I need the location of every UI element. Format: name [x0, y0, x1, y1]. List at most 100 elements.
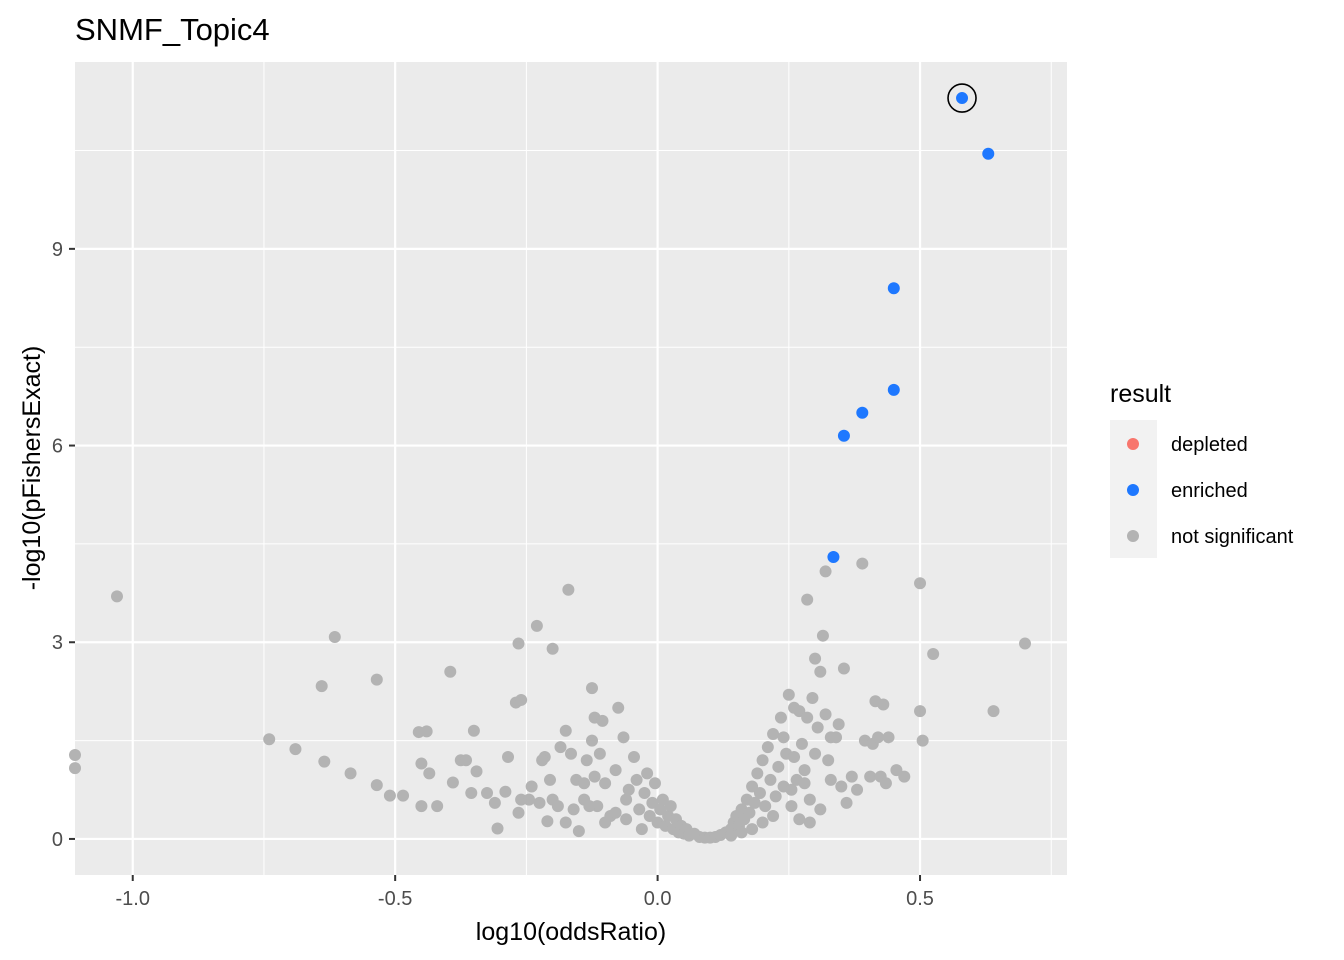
data-point — [803, 793, 816, 806]
data-point — [315, 680, 328, 693]
data-point — [785, 783, 798, 796]
data-point — [746, 823, 759, 836]
data-point — [798, 777, 811, 790]
data-point — [370, 673, 383, 686]
data-point — [620, 813, 633, 826]
data-point — [914, 705, 927, 718]
legend-key — [1127, 438, 1139, 450]
data-point — [565, 747, 577, 760]
data-point — [488, 796, 501, 809]
plot-panel — [75, 62, 1067, 875]
data-point — [536, 754, 549, 767]
data-point — [777, 731, 790, 744]
data-point — [635, 823, 648, 836]
data-point — [748, 796, 761, 809]
data-point — [822, 754, 835, 767]
data-point — [816, 629, 829, 642]
data-point — [470, 765, 483, 778]
data-point — [753, 787, 766, 800]
data-point — [646, 796, 659, 809]
data-point — [788, 750, 801, 763]
data-point — [481, 787, 494, 800]
data-point — [585, 682, 598, 695]
data-point — [898, 770, 911, 783]
data-point — [530, 619, 543, 632]
data-point — [318, 755, 331, 768]
data-point — [877, 698, 890, 711]
data-point — [415, 800, 428, 813]
data-point — [609, 806, 622, 819]
data-point — [769, 790, 782, 803]
data-point — [746, 780, 759, 793]
data-point — [397, 789, 410, 802]
data-point — [502, 750, 515, 763]
data-point — [515, 693, 528, 706]
data-point — [767, 728, 780, 741]
data-point — [756, 816, 769, 829]
data-point — [837, 429, 850, 442]
data-point — [620, 793, 633, 806]
x-tick-label: 0.0 — [644, 888, 672, 910]
data-point — [864, 770, 877, 783]
data-point — [751, 767, 764, 780]
data-point — [627, 750, 640, 763]
data-point — [612, 701, 625, 714]
data-point — [851, 783, 864, 796]
data-point — [544, 773, 557, 786]
data-point — [491, 822, 504, 835]
data-point — [809, 652, 822, 665]
data-point — [832, 718, 845, 731]
data-point — [735, 826, 748, 839]
data-point — [803, 816, 816, 829]
data-point — [835, 780, 848, 793]
data-point — [819, 565, 832, 578]
data-point — [756, 754, 769, 767]
data-point — [446, 776, 459, 789]
data-point — [423, 767, 436, 780]
legend: result depleted enriched not significant — [1110, 380, 1294, 558]
data-point — [578, 777, 591, 790]
legend-title: result — [1110, 380, 1171, 408]
data-point — [383, 789, 396, 802]
data-point — [845, 770, 858, 783]
data-point — [840, 796, 853, 809]
data-point — [824, 773, 837, 786]
data-point — [599, 777, 612, 790]
legend-label: depleted — [1171, 434, 1248, 456]
data-point — [811, 721, 824, 734]
x-tick-label: -1.0 — [116, 888, 150, 910]
data-point — [562, 583, 575, 596]
data-point — [609, 764, 622, 777]
data-point — [444, 665, 457, 678]
x-tick-label: -0.5 — [378, 888, 412, 910]
data-point — [344, 767, 357, 780]
data-point — [585, 734, 598, 747]
data-point — [827, 551, 840, 564]
data-point — [987, 705, 1000, 718]
data-point — [263, 733, 276, 746]
data-point — [431, 800, 444, 813]
data-point — [814, 665, 827, 678]
data-point — [583, 800, 596, 813]
data-point — [465, 787, 478, 800]
data-point — [551, 800, 564, 813]
data-point — [289, 743, 302, 756]
data-point — [596, 714, 609, 727]
data-point — [782, 688, 795, 701]
data-point — [656, 793, 669, 806]
data-point — [512, 637, 525, 650]
data-point — [525, 780, 538, 793]
data-point — [837, 662, 850, 675]
data-point — [772, 760, 785, 773]
data-point — [617, 731, 630, 744]
data-point — [806, 691, 819, 704]
data-point — [764, 773, 777, 786]
data-point — [795, 737, 808, 750]
x-axis-title: log10(oddsRatio) — [476, 918, 666, 946]
data-point — [767, 809, 780, 822]
highlight-marker — [947, 83, 977, 113]
data-point — [533, 796, 546, 809]
data-point — [567, 803, 580, 816]
data-point — [512, 806, 525, 819]
